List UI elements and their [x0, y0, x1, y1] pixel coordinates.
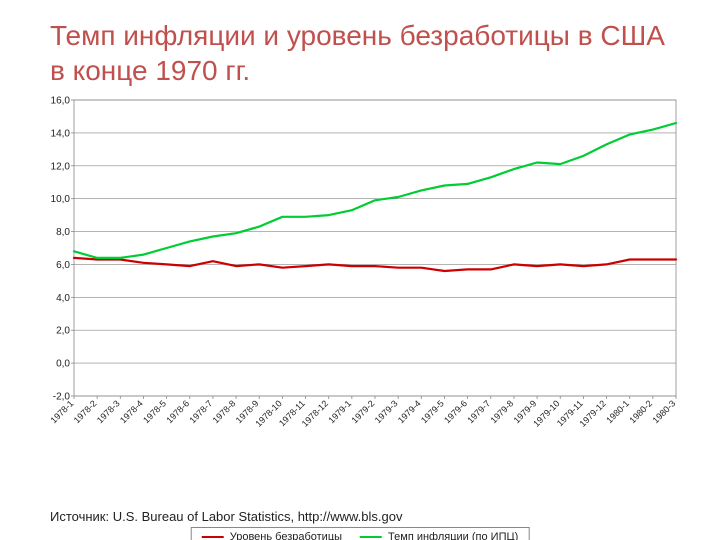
chart-svg: -2,00,02,04,06,08,010,012,014,016,01978-… — [40, 96, 680, 476]
svg-text:8,0: 8,0 — [56, 227, 70, 238]
legend-label: Уровень безработицы — [230, 531, 342, 540]
svg-text:10,0: 10,0 — [51, 194, 71, 205]
svg-text:12,0: 12,0 — [51, 161, 71, 172]
source-caption: Источник: U.S. Bureau of Labor Statistic… — [50, 509, 402, 524]
legend-swatch — [360, 536, 382, 538]
line-chart: -2,00,02,04,06,08,010,012,014,016,01978-… — [40, 96, 680, 476]
slide-title: Темп инфляции и уровень безработицы в СШ… — [50, 18, 680, 88]
legend-label: Темп инфляции (по ИПЦ) — [388, 531, 518, 540]
svg-text:16,0: 16,0 — [51, 96, 71, 107]
legend-item: Темп инфляции (по ИПЦ) — [360, 531, 518, 540]
svg-text:0,0: 0,0 — [56, 359, 70, 370]
svg-text:2,0: 2,0 — [56, 326, 70, 337]
svg-text:14,0: 14,0 — [51, 128, 71, 139]
legend-swatch — [202, 536, 224, 538]
legend-item: Уровень безработицы — [202, 531, 342, 540]
slide: Темп инфляции и уровень безработицы в СШ… — [0, 0, 720, 540]
svg-text:6,0: 6,0 — [56, 260, 70, 271]
svg-text:4,0: 4,0 — [56, 293, 70, 304]
